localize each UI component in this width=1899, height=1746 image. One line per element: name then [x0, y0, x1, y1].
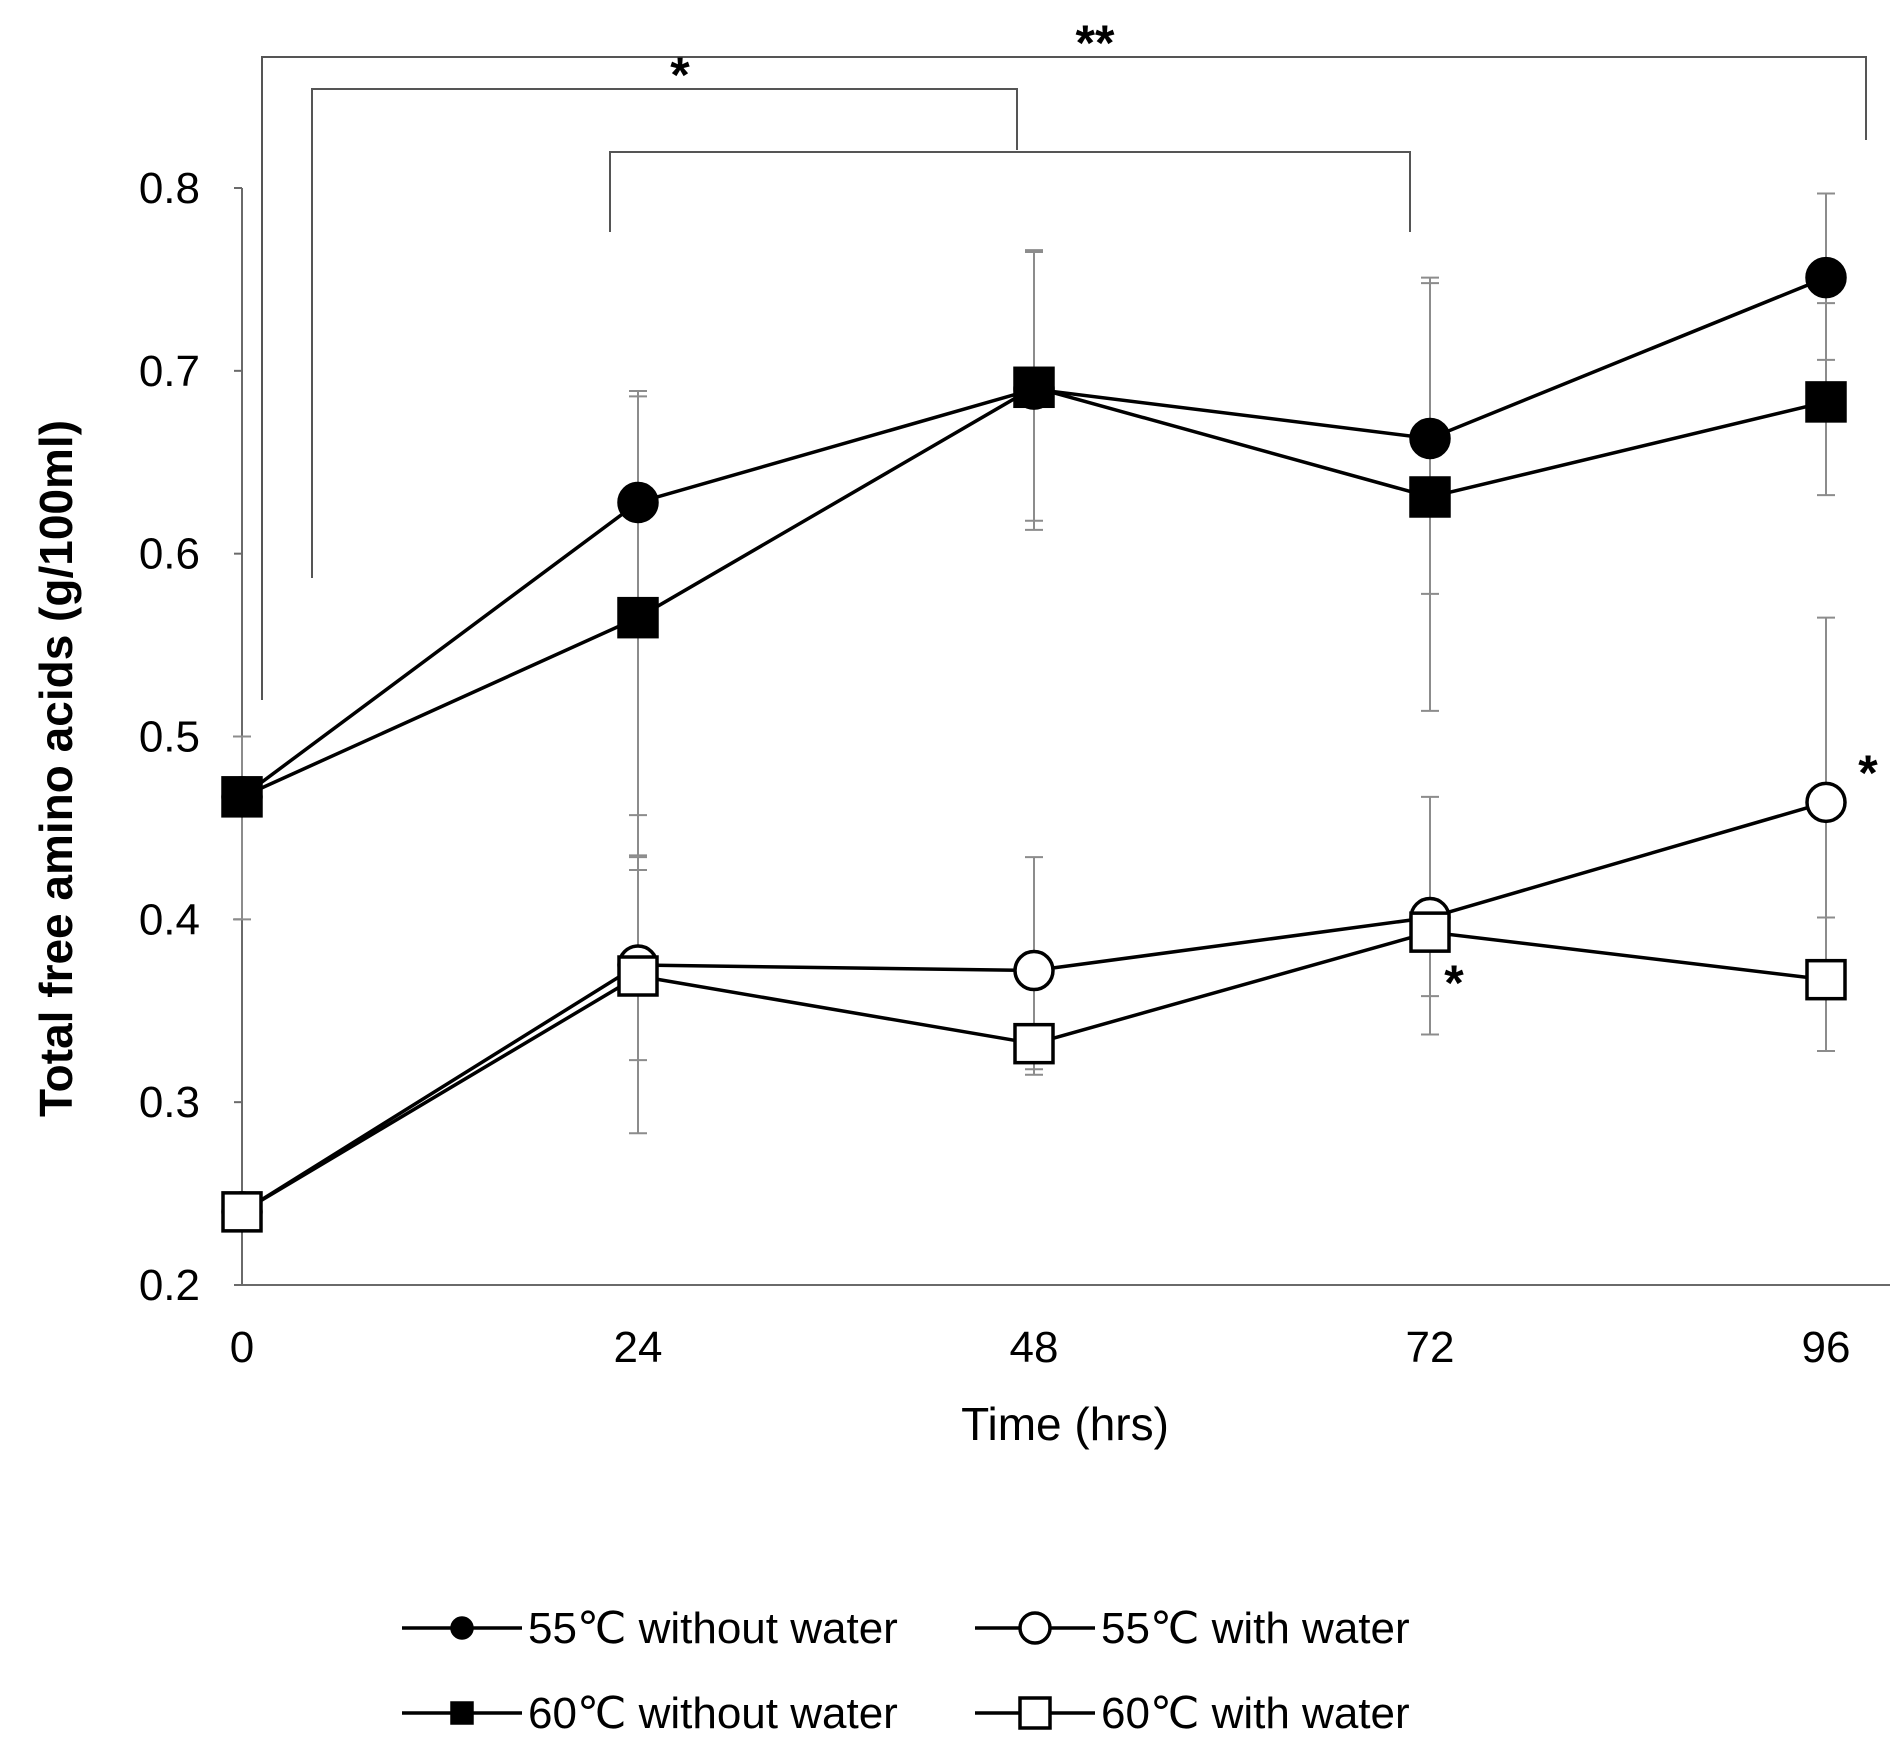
y-tick-label: 0.7	[139, 347, 200, 396]
data-point	[221, 1191, 263, 1233]
data-point	[1805, 256, 1847, 299]
y-axis-title: Total free amino acids (g/100ml)	[30, 420, 82, 1117]
data-point	[1018, 1696, 1052, 1730]
data-point	[617, 481, 659, 524]
y-tick-label: 0.3	[139, 1078, 200, 1127]
data-point	[1013, 949, 1055, 992]
legend-label: 55℃ with water	[1101, 1604, 1410, 1653]
data-point	[1805, 781, 1847, 824]
x-ticks: 0 24 48 72 96	[230, 1323, 1851, 1372]
legend-label: 60℃ without water	[528, 1689, 898, 1738]
significance-label: *	[670, 47, 690, 103]
data-point	[1013, 366, 1055, 409]
x-tick-label: 72	[1406, 1323, 1455, 1372]
x-tick-label: 0	[230, 1323, 254, 1372]
legend-item: 55℃ with water	[975, 1604, 1410, 1653]
y-tick-label: 0.4	[139, 895, 200, 944]
error-bars	[233, 192, 1835, 1135]
y-tick-label: 0.2	[139, 1261, 200, 1310]
legend-label: 55℃ without water	[528, 1604, 898, 1653]
legend: 55℃ without water 55℃ with water 60℃ witho…	[402, 1604, 1410, 1738]
x-tick-label: 96	[1802, 1323, 1851, 1372]
legend-item: 55℃ without water	[402, 1604, 898, 1653]
x-tick-label: 48	[1010, 1323, 1059, 1372]
data-point	[1805, 958, 1847, 1001]
annotation-asterisk: *	[1444, 955, 1464, 1011]
x-tick-label: 24	[614, 1323, 663, 1372]
annotations: **	[1444, 745, 1878, 1011]
significance-label: **	[1076, 15, 1115, 71]
data-point	[1013, 1022, 1055, 1065]
data-point	[221, 776, 263, 818]
y-tick-label: 0.6	[139, 530, 200, 579]
legend-label: 60℃ with water	[1101, 1689, 1410, 1738]
data-point	[1409, 476, 1451, 518]
data-point	[617, 955, 659, 997]
annotation-asterisk: *	[1858, 745, 1878, 801]
data-point	[617, 596, 659, 639]
significance-bracket	[311, 88, 1018, 578]
y-ticks: 0.2 0.3 0.4 0.5 0.6 0.7 0.8	[139, 164, 242, 1310]
y-tick-label: 0.8	[139, 164, 200, 213]
data-point	[1805, 381, 1847, 423]
significance-bracket	[261, 56, 1867, 700]
data-point	[1409, 911, 1451, 953]
data-point	[450, 1701, 474, 1725]
data-point	[1409, 417, 1451, 460]
data-point	[450, 1616, 474, 1640]
y-tick-label: 0.5	[139, 713, 200, 762]
data-point	[1018, 1611, 1052, 1645]
data-points	[221, 256, 1847, 1233]
x-axis-title: Time (hrs)	[961, 1398, 1169, 1450]
significance-bracket	[609, 151, 1411, 232]
legend-item: 60℃ without water	[402, 1689, 898, 1738]
legend-item: 60℃ with water	[975, 1689, 1410, 1738]
